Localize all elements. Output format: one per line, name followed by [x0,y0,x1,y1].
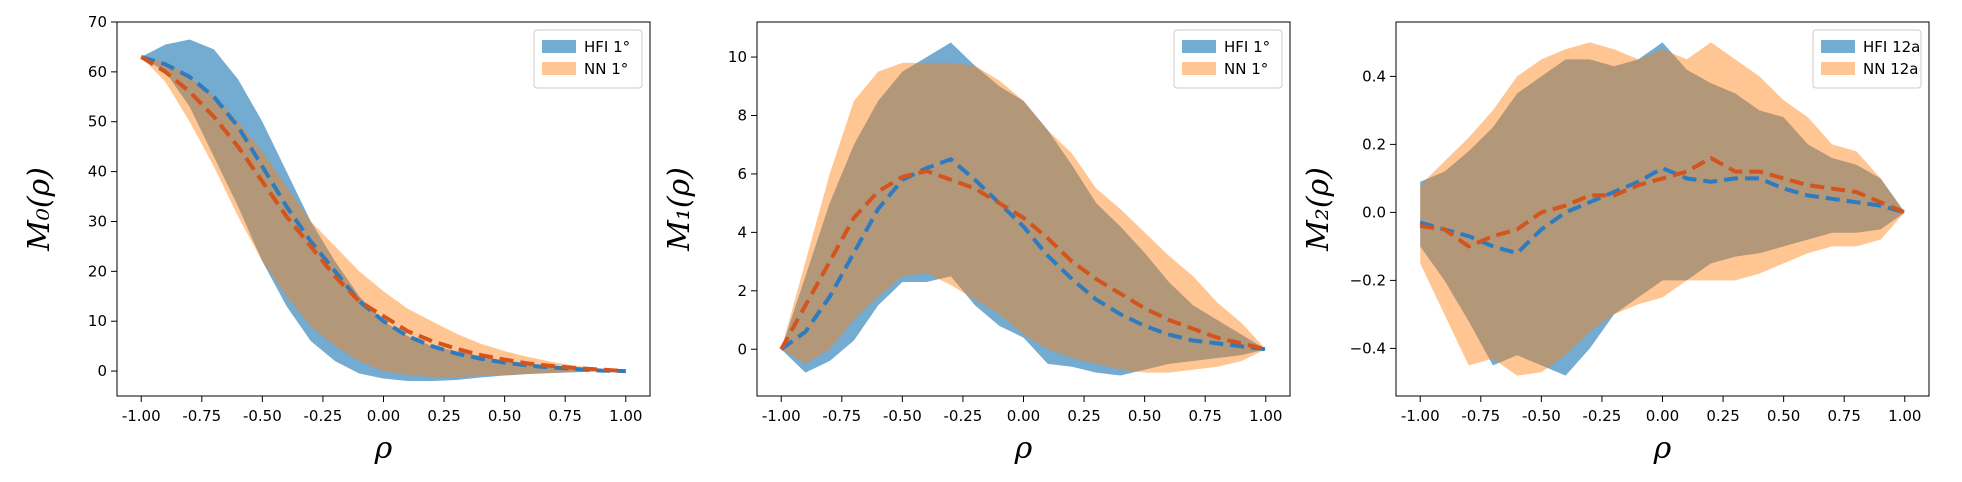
x-axis-label: ρ [1653,431,1672,466]
x-tick-label: 0.00 [367,407,400,425]
y-tick-label: 4 [737,223,747,241]
x-tick-label: 0.50 [488,407,521,425]
y-axis-label: M₀(ρ) [22,167,57,252]
x-tick-label: 1.00 [1249,407,1282,425]
y-tick-label: 20 [88,262,107,280]
x-tick-label: 1.00 [1888,407,1921,425]
x-tick-label: 0.50 [1767,407,1800,425]
x-tick-label: 0.00 [1007,407,1040,425]
x-tick-label: -0.25 [304,407,343,425]
x-tick-label: -0.50 [1522,407,1561,425]
x-tick-label: -0.25 [944,407,983,425]
y-tick-label: 0 [737,340,747,358]
y-tick-label: −0.2 [1350,271,1386,289]
x-tick-label: 0.25 [1706,407,1739,425]
y-tick-label: 8 [737,107,747,125]
legend: HFI 1° NN 1° [533,29,643,89]
x-tick-label: 1.00 [609,407,642,425]
mean-line-hfi-1- [780,157,1267,352]
x-tick-label: -0.75 [182,407,221,425]
band-nn-12a [1420,42,1905,376]
y-tick-label: 0.2 [1362,135,1386,153]
x-tick-label: 0.75 [1828,407,1861,425]
legend-entry: HFI 12a [1863,38,1920,56]
y-tick-label: 50 [88,113,107,131]
panel-m1: -1.00 -0.75 -0.50 -0.25 0.00 0.25 0.50 0.75 1.00… [662,21,1291,466]
y-tick-label: 0.4 [1362,67,1386,85]
legend-swatch [1821,40,1855,53]
y-tick-label: 40 [88,163,107,181]
x-tick-label: -1.00 [122,407,161,425]
x-tick-label: -0.50 [243,407,282,425]
mean-line-nn-1- [779,168,1267,352]
legend-swatch [1182,40,1216,53]
x-tick-label: 0.50 [1128,407,1161,425]
legend-swatch [1821,62,1855,75]
legend-entry: HFI 1° [584,38,630,56]
x-tick-label: -0.75 [822,407,861,425]
band-hfi-1- [141,39,626,382]
x-tick-label: -1.00 [762,407,801,425]
y-tick-label: −0.4 [1350,339,1386,357]
legend-swatch [542,40,576,53]
x-tick-label: -0.50 [883,407,922,425]
y-tick-label: 2 [737,282,747,300]
x-tick-label: -0.25 [1583,407,1622,425]
mean-line-hfi-12a [1419,165,1906,256]
band-hfi-1- [781,42,1266,376]
x-tick-label: 0.75 [1189,407,1222,425]
legend-entry: NN 1° [584,60,628,78]
legend-swatch [1182,62,1216,75]
legend-entry: NN 12a [1863,60,1919,78]
legend: HFI 1° NN 1° [1173,29,1283,89]
legend-entry: NN 1° [1224,60,1268,78]
y-axis-label: M₂(ρ) [1301,167,1336,252]
x-tick-label: -0.75 [1461,407,1500,425]
legend-swatch [542,62,576,75]
y-tick-label: 6 [737,165,747,183]
x-tick-label: 0.75 [549,407,582,425]
mean-line-nn-1- [140,55,626,374]
x-tick-label: 0.25 [427,407,460,425]
band-nn-1- [141,56,626,378]
y-tick-label: 0.0 [1362,203,1386,221]
panel-m0: -1.00 -0.75 -0.50 -0.25 0.00 0.25 0.50 0.75 1.00… [22,13,651,466]
legend: HFI 12a NN 12a [1812,29,1922,89]
legend-entry: HFI 1° [1224,38,1270,56]
x-tick-label: 0.00 [1646,407,1679,425]
y-tick-label: 70 [88,13,107,31]
x-axis-label: ρ [374,431,393,466]
x-axis-label: ρ [1014,431,1033,466]
y-axis-label: M₁(ρ) [662,167,697,252]
band-hfi-12a [1420,42,1905,376]
y-tick-label: 60 [88,63,107,81]
y-tick-label: 0 [97,362,107,380]
y-tick-label: 10 [728,48,747,66]
mean-line-nn-12a [1419,155,1906,249]
y-tick-label: 10 [88,312,107,330]
panel-m2: -1.00 -0.75 -0.50 -0.25 0.00 0.25 0.50 0.75 1.00… [1301,21,1930,466]
x-tick-label: 0.25 [1067,407,1100,425]
y-tick-label: 30 [88,212,107,230]
x-tick-label: -1.00 [1401,407,1440,425]
